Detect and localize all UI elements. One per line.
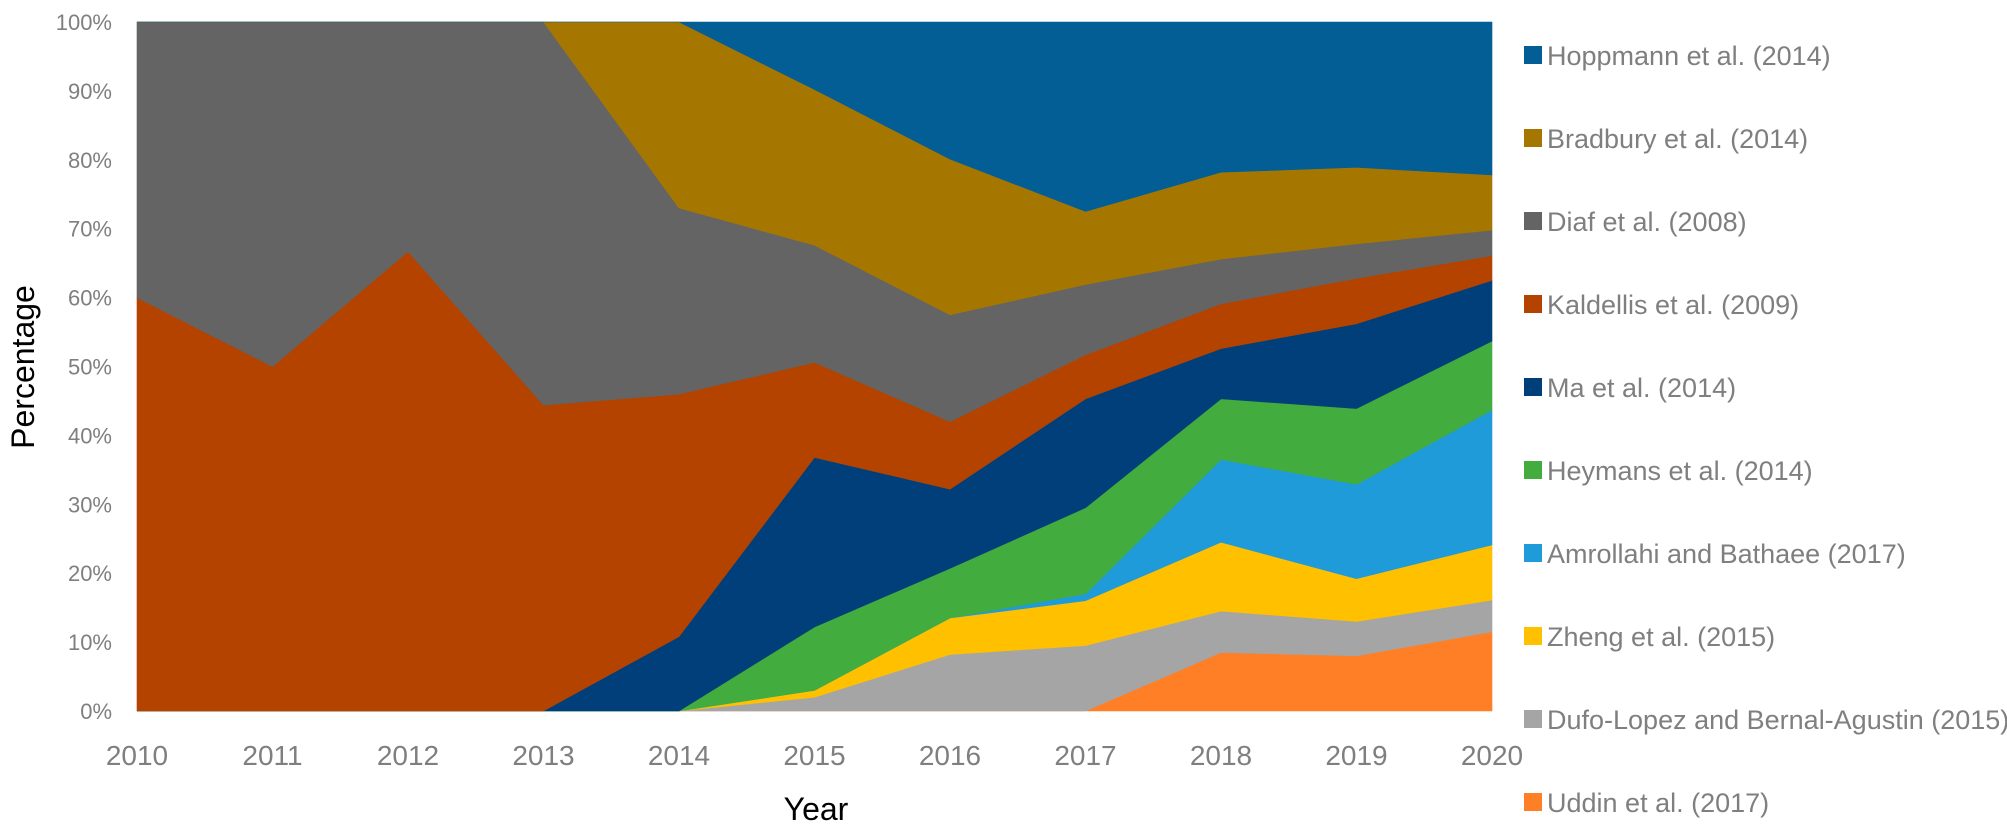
y-tick-label: 20% [68,561,112,586]
legend-swatch [1524,793,1542,811]
x-tick-label: 2011 [242,740,302,771]
x-tick-label: 2014 [648,740,710,771]
y-tick-label: 30% [68,492,112,517]
x-tick-label: 2019 [1325,740,1387,771]
y-tick-label: 0% [80,699,112,724]
legend-swatch [1524,212,1542,230]
x-axis-title: Year [784,791,849,827]
legend-item: Zheng et al. (2015) [1524,622,1775,652]
x-tick-label: 2015 [783,740,845,771]
y-tick-label: 100% [56,10,112,35]
legend-item: Dufo-Lopez and Bernal-Agustin (2015) [1524,705,2007,735]
legend-item: Diaf et al. (2008) [1524,207,1747,237]
legend-item: Uddin et al. (2017) [1524,788,1769,818]
legend-swatch [1524,461,1542,479]
y-tick-label: 90% [68,79,112,104]
legend-swatch [1524,46,1542,64]
legend-swatch [1524,129,1542,147]
y-tick-label: 70% [68,217,112,242]
y-axis-ticks: 0% 10% 20% 30% 40% 50% 60% 70% 80% 90% 100% [56,10,112,724]
y-axis-title: Percentage [5,285,41,449]
legend-item: Hoppmann et al. (2014) [1524,41,1831,71]
x-tick-label: 2012 [377,740,439,771]
legend-item: Ma et al. (2014) [1524,373,1736,403]
legend-swatch [1524,295,1542,313]
y-tick-label: 60% [68,286,112,311]
legend-label: Kaldellis et al. (2009) [1547,290,1799,320]
legend-label: Ma et al. (2014) [1547,373,1736,403]
x-axis-ticks: 2010 2011 2012 2013 2014 2015 2016 2017 2018 2019… [106,740,1523,771]
legend-label: Amrollahi and Bathaee (2017) [1547,539,1906,569]
x-tick-label: 2017 [1054,740,1116,771]
legend-label: Dufo-Lopez and Bernal-Agustin (2015) [1547,705,2007,735]
legend-label: Bradbury et al. (2014) [1547,124,1808,154]
y-tick-label: 40% [68,423,112,448]
legend: Hoppmann et al. (2014) Bradbury et al. (2… [1524,41,2007,818]
legend-item: Heymans et al. (2014) [1524,456,1813,486]
legend-swatch [1524,544,1542,562]
x-tick-label: 2020 [1461,740,1523,771]
legend-swatch [1524,627,1542,645]
x-tick-label: 2013 [512,740,574,771]
legend-label: Hoppmann et al. (2014) [1547,41,1831,71]
legend-item: Kaldellis et al. (2009) [1524,290,1799,320]
legend-label: Heymans et al. (2014) [1547,456,1813,486]
legend-label: Zheng et al. (2015) [1547,622,1775,652]
y-tick-label: 80% [68,148,112,173]
legend-item: Amrollahi and Bathaee (2017) [1524,539,1906,569]
x-tick-label: 2018 [1190,740,1252,771]
area-series-9 [137,21,1493,212]
legend-label: Diaf et al. (2008) [1547,207,1747,237]
y-tick-label: 10% [68,630,112,655]
legend-label: Uddin et al. (2017) [1547,788,1769,818]
area-layer [136,21,1493,712]
y-tick-label: 50% [68,355,112,380]
legend-item: Bradbury et al. (2014) [1524,124,1808,154]
legend-swatch [1524,710,1542,728]
x-tick-label: 2016 [919,740,981,771]
x-tick-label: 2010 [106,740,168,771]
legend-swatch [1524,378,1542,396]
